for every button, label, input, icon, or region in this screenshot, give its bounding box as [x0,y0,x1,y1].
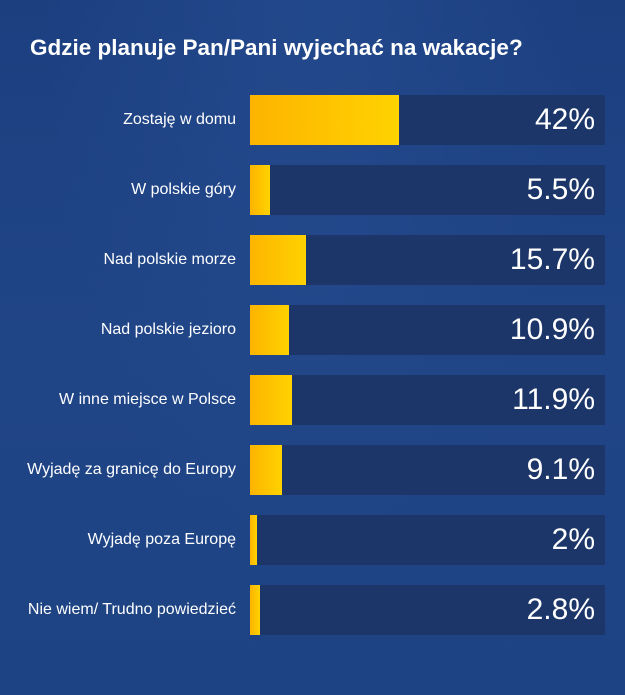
bar [250,165,270,215]
chart-title: Gdzie planuje Pan/Pani wyjechać na wakac… [30,35,523,60]
bar-track: 2% [250,515,605,565]
category-label: Nie wiem/ Trudno powiedzieć [27,601,236,618]
category-label: W inne miejsce w Polsce [59,391,236,408]
category-label: Wyjadę poza Europę [87,531,236,548]
bar [250,585,260,635]
category-label: Nad polskie morze [103,251,237,268]
bar-track: 9.1% [250,445,605,495]
value-label: 10.9% [509,313,595,346]
bar-row: W polskie góry 5.5% [0,165,625,215]
bar-row: Wyjadę za granicę do Europy 9.1% [0,445,625,495]
value-label: 2% [551,523,595,556]
bar-row: Wyjadę poza Europę 2% [0,515,625,565]
bar-row: Nad polskie morze 15.7% [0,235,625,285]
bar [250,305,289,355]
bar-track: 15.7% [250,235,605,285]
value-label: 2.8% [526,593,595,626]
value-label: 9.1% [526,453,595,486]
value-label: 42% [534,103,595,136]
bar-track: 5.5% [250,165,605,215]
bar [250,375,293,425]
bar-track: 2.8% [250,585,605,635]
category-label: Zostaję w domu [123,111,236,128]
category-label: Nad polskie jezioro [100,321,236,338]
bar-row: Zostaję w domu 42% [0,95,625,145]
value-label: 15.7% [509,243,595,276]
value-label: 5.5% [526,173,595,206]
bar-row: Nad polskie jezioro 10.9% [0,305,625,355]
bar [250,445,283,495]
bar [250,95,400,145]
bar-track: 42% [250,95,605,145]
value-label: 11.9% [512,383,595,416]
bar-row: Nie wiem/ Trudno powiedzieć 2.8% [0,585,625,635]
category-label: W polskie góry [131,181,236,198]
bar [250,515,258,565]
bar-track: 10.9% [250,305,605,355]
bar-track: 11.9% [250,375,605,425]
category-label: Wyjadę za granicę do Europy [27,461,236,478]
bar-row: W inne miejsce w Polsce 11.9% [0,375,625,425]
bar [250,235,306,285]
